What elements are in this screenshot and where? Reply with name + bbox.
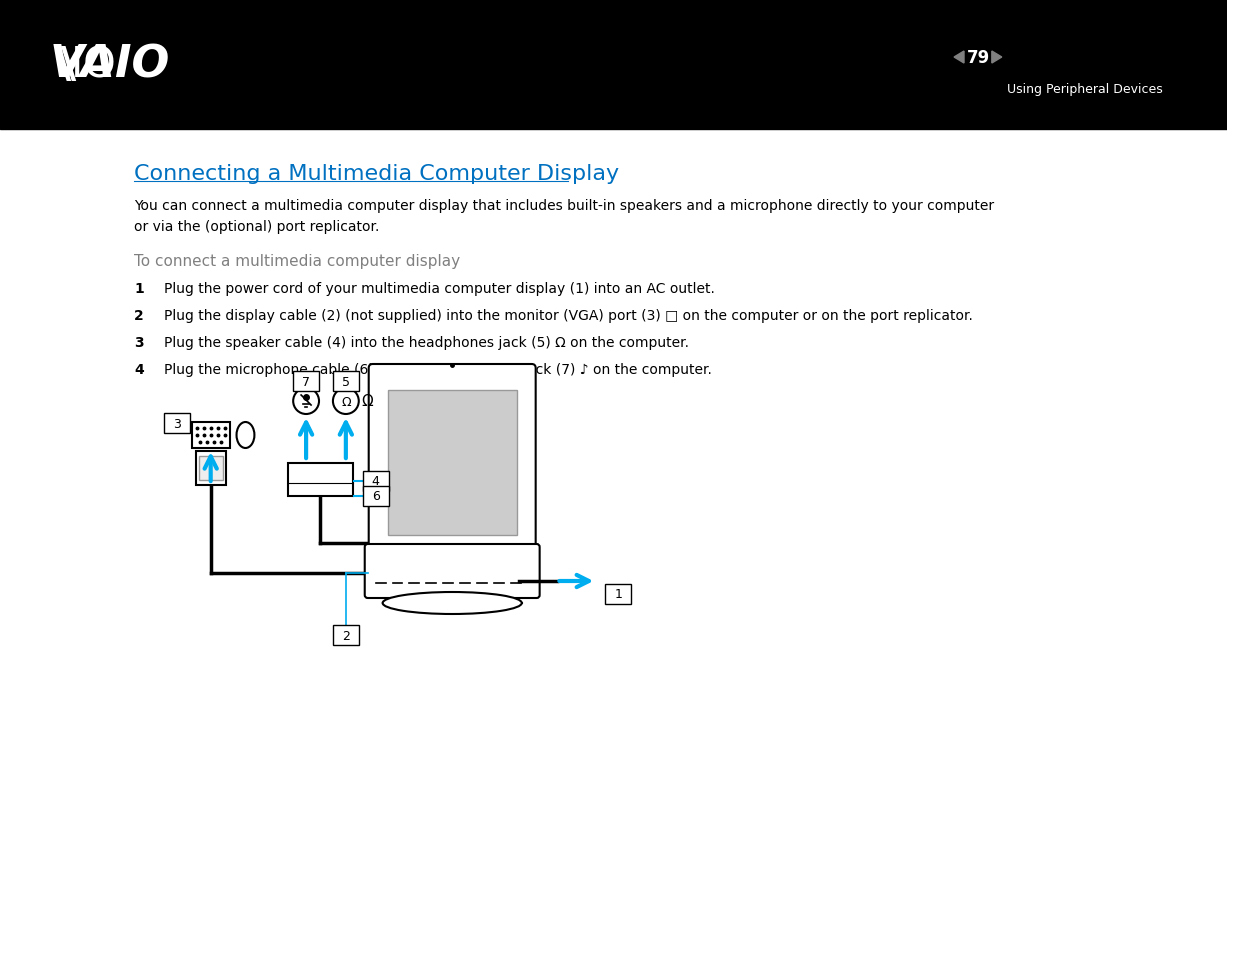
Circle shape bbox=[333, 389, 359, 415]
Text: 3: 3 bbox=[173, 417, 180, 430]
FancyBboxPatch shape bbox=[369, 365, 536, 558]
FancyBboxPatch shape bbox=[333, 372, 359, 392]
Bar bbox=[191, 422, 230, 449]
FancyBboxPatch shape bbox=[363, 486, 389, 506]
Text: 7: 7 bbox=[303, 375, 310, 388]
Circle shape bbox=[293, 389, 319, 415]
Text: $\mathbf{\backslash\!\!\!\backslash}$IO: $\mathbf{\backslash\!\!\!\backslash}$IO bbox=[54, 44, 115, 86]
Bar bbox=[0, 0, 1228, 130]
Text: 5: 5 bbox=[342, 375, 350, 388]
Polygon shape bbox=[955, 52, 965, 64]
Text: Plug the microphone cable (6) into the microphone jack (7) ♪ on the computer.: Plug the microphone cable (6) into the m… bbox=[164, 363, 711, 376]
Text: VAIO: VAIO bbox=[49, 44, 170, 87]
Text: 1: 1 bbox=[135, 282, 144, 295]
Polygon shape bbox=[992, 52, 1002, 64]
Ellipse shape bbox=[237, 422, 254, 449]
Bar bbox=[196, 452, 226, 485]
FancyBboxPatch shape bbox=[605, 584, 631, 604]
Text: You can connect a multimedia computer display that includes built-in speakers an: You can connect a multimedia computer di… bbox=[135, 199, 994, 233]
Bar bbox=[288, 463, 353, 497]
FancyBboxPatch shape bbox=[333, 625, 359, 645]
Text: To connect a multimedia computer display: To connect a multimedia computer display bbox=[135, 253, 461, 269]
FancyBboxPatch shape bbox=[164, 414, 190, 434]
Bar bbox=[199, 456, 222, 480]
FancyBboxPatch shape bbox=[293, 372, 319, 392]
FancyBboxPatch shape bbox=[364, 544, 540, 598]
Ellipse shape bbox=[383, 593, 521, 615]
Bar bbox=[388, 391, 516, 536]
Text: 6: 6 bbox=[372, 490, 379, 503]
Text: 4: 4 bbox=[135, 363, 144, 376]
Text: Plug the power cord of your multimedia computer display (1) into an AC outlet.: Plug the power cord of your multimedia c… bbox=[164, 282, 715, 295]
Text: 4: 4 bbox=[372, 475, 379, 488]
Text: Plug the display cable (2) (not supplied) into the monitor (VGA) port (3) □ on t: Plug the display cable (2) (not supplied… bbox=[164, 309, 973, 323]
Text: Ω: Ω bbox=[341, 395, 351, 408]
Text: 2: 2 bbox=[342, 629, 350, 641]
Text: 2: 2 bbox=[135, 309, 144, 323]
Text: Connecting a Multimedia Computer Display: Connecting a Multimedia Computer Display bbox=[135, 164, 619, 184]
Text: 3: 3 bbox=[135, 335, 143, 350]
FancyBboxPatch shape bbox=[363, 472, 389, 492]
Text: 1: 1 bbox=[614, 588, 622, 601]
Text: Using Peripheral Devices: Using Peripheral Devices bbox=[1007, 82, 1163, 95]
Text: 79: 79 bbox=[967, 49, 990, 67]
Text: Ω: Ω bbox=[362, 395, 374, 409]
Text: Plug the speaker cable (4) into the headphones jack (5) Ω on the computer.: Plug the speaker cable (4) into the head… bbox=[164, 335, 689, 350]
